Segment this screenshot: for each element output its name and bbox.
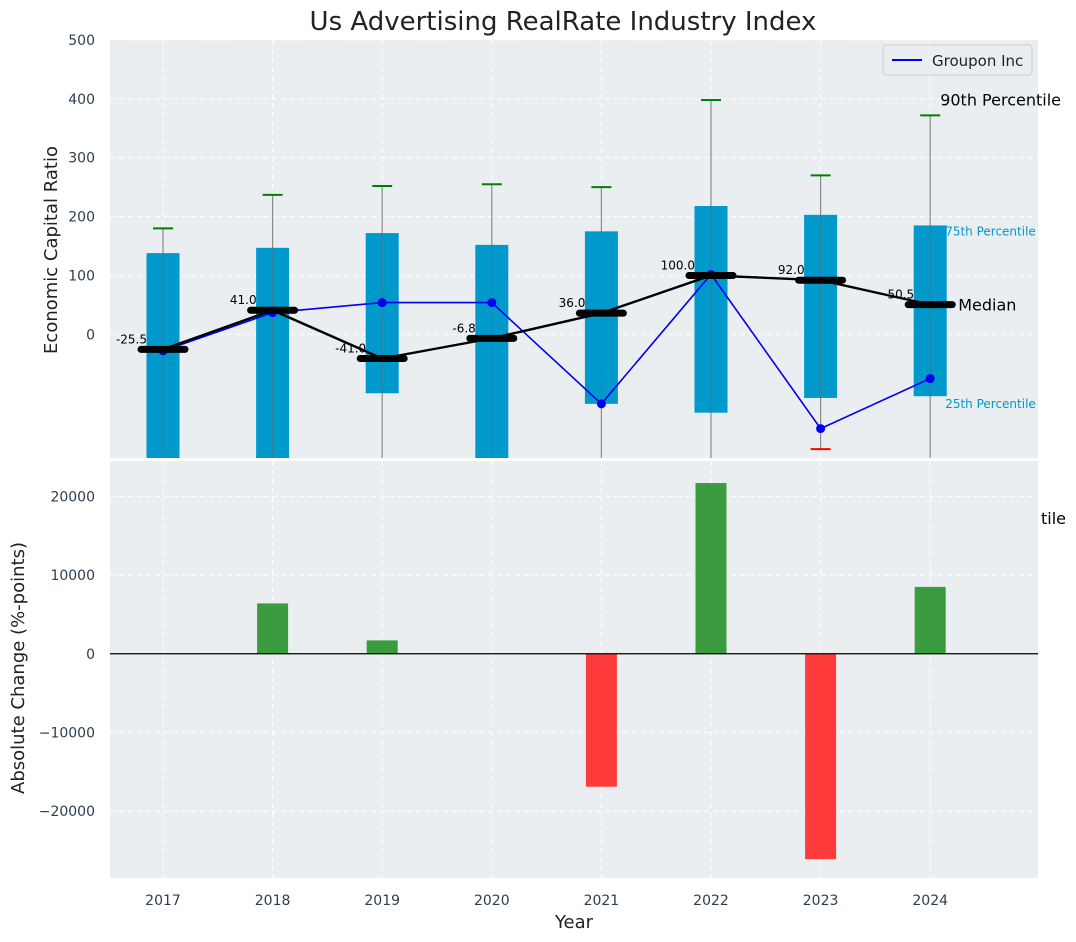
x-tick-label: 2020 [474,893,510,909]
bottom-y-tick-label: 0 [86,647,95,663]
top-y-tick-label: 400 [68,92,95,108]
series-point-groupon [596,399,606,409]
top-y-tick-label: 0 [86,327,95,343]
bottom-y-tick-label: 20000 [50,489,95,505]
annotation-25th-percentile: 25th Percentile [945,397,1036,411]
x-tick-label: 2023 [803,893,839,909]
x-tick-label: 2024 [912,893,948,909]
x-tick-label: 2017 [145,893,181,909]
top-y-tick-label: 100 [68,268,95,284]
bottom-y-axis-label: Absolute Change (%-points) [8,542,29,794]
change-bar [805,653,837,860]
series-point-groupon [487,298,497,308]
chart-title: Us Advertising RealRate Industry Index [310,7,817,37]
median-value-label: -25.5 [116,332,147,346]
annotation-90th-percentile: 90th Percentile [940,90,1061,109]
x-tick-label: 2022 [693,893,729,909]
median-value-label: 36.0 [559,296,586,310]
bottom-y-tick-label: 10000 [50,568,95,584]
top-plot-area [110,40,1038,458]
x-tick-label: 2018 [255,893,291,909]
top-panel: 0 100 200 300 400 500 -25.5 41.0 -41.0 -6.8 36.0 10… [68,33,1066,528]
change-bar [695,483,727,654]
x-tick-label: 2021 [584,893,620,909]
annotation-median: Median [958,296,1016,315]
change-bar [257,603,289,654]
series-point-groupon [816,424,826,434]
change-bar [585,653,617,787]
median-value-label: -6.8 [452,321,475,335]
top-y-axis-label: Economic Capital Ratio [41,146,62,354]
median-value-label: 92.0 [778,263,805,277]
top-y-tick-label: 300 [68,151,95,167]
top-y-tick-label: 200 [68,210,95,226]
median-value-label: 50.5 [887,288,914,302]
legend-box [882,44,1033,76]
median-value-label: -41.0 [335,342,366,356]
annotation-75th-percentile: 75th Percentile [945,224,1036,238]
annotation-cut-off: tile [1041,509,1066,528]
series-point-groupon [377,298,387,308]
median-value-label: 41.0 [230,293,257,307]
change-bar [366,640,398,654]
bottom-y-tick-label: −20000 [39,804,95,820]
median-value-label: 100.0 [661,258,695,272]
top-y-tick-label: 500 [68,33,95,49]
x-tick-label: 2019 [364,893,400,909]
bottom-plot-area [110,461,1038,878]
series-point-groupon [925,374,935,384]
change-bar [914,586,946,654]
legend-label-groupon: Groupon Inc [932,52,1023,70]
bottom-panel: −20000 −10000 0 10000 20000 2017 2018 2019 2020 2… [39,461,1038,909]
bottom-y-tick-label: −10000 [39,725,95,741]
x-axis-label: Year [554,912,594,933]
top-plot-content: -25.5 41.0 -41.0 -6.8 36.0 100.0 92.0 50.5 [116,99,956,458]
